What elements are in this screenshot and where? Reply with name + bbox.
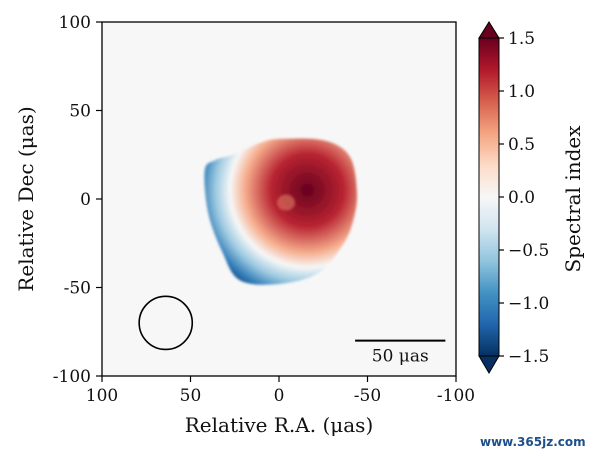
colorbar-tick-label: 0.0 — [508, 188, 535, 208]
colorbar: 1.5 1.0 0.5 0.0 −0.5 −1.0 −1.5 Spectral index — [478, 21, 585, 374]
source-image — [204, 138, 358, 285]
spectral-index-region — [204, 138, 358, 285]
x-tick-label: 100 — [86, 386, 118, 406]
x-axis-ticks: 100 50 0 -50 -100 — [86, 376, 475, 406]
colorbar-tick-label: −0.5 — [508, 241, 549, 261]
colorbar-min-extend — [478, 355, 500, 374]
plot-overlays: 50 μas — [138, 295, 446, 367]
x-tick-label: 0 — [274, 386, 285, 406]
y-tick-label: 100 — [59, 13, 91, 33]
colorbar-max-extend — [478, 21, 500, 39]
colorbar-ticks: 1.5 1.0 0.5 0.0 −0.5 −1.0 −1.5 — [499, 29, 549, 367]
y-tick-label: 50 — [69, 102, 91, 122]
x-tick-label: -50 — [354, 386, 381, 406]
colorbar-label: Spectral index — [561, 125, 585, 273]
colorbar-tick-label: −1.0 — [508, 294, 549, 314]
colorbar-tick-label: 1.5 — [508, 29, 535, 49]
y-axis-ticks: 100 50 0 -50 -100 — [53, 13, 102, 387]
watermark: www.365jz.com — [480, 435, 586, 449]
y-tick-label: -100 — [53, 367, 91, 387]
y-axis-label: Relative Dec (μas) — [14, 106, 38, 291]
ring-center — [277, 194, 296, 211]
x-axis-label: Relative R.A. (μas) — [185, 413, 374, 437]
colorbar-tick-label: −1.5 — [508, 347, 549, 367]
y-tick-label: -50 — [64, 279, 91, 299]
beam-circle — [138, 295, 194, 351]
colorbar-tick-label: 1.0 — [508, 82, 535, 102]
colorbar-bar — [478, 37, 500, 357]
x-tick-label: -100 — [437, 386, 475, 406]
colorbar-tick-label: 0.5 — [508, 135, 535, 155]
x-tick-label: 50 — [180, 386, 202, 406]
scale-bar-label: 50 μas — [372, 347, 429, 367]
y-tick-label: 0 — [80, 190, 91, 210]
